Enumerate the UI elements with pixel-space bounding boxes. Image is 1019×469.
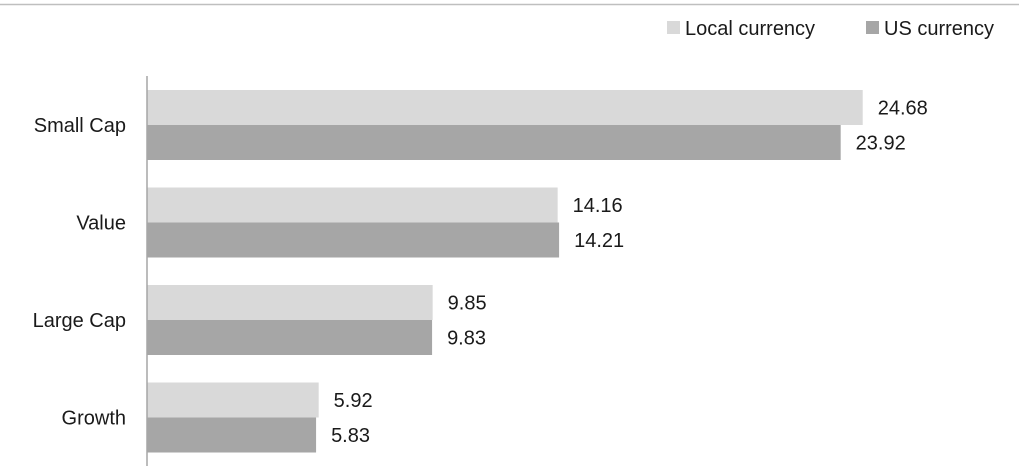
legend-label-local-currency: Local currency: [685, 18, 815, 40]
category-label-large-cap: Large Cap: [33, 310, 126, 332]
data-label-large-cap-us-currency: 9.83: [447, 328, 486, 350]
bar-small-cap-us-currency: [147, 125, 841, 160]
bar-large-cap-local-currency: [147, 285, 433, 320]
bar-small-cap-local-currency: [147, 90, 863, 125]
data-label-growth-us-currency: 5.83: [331, 425, 370, 447]
data-label-small-cap-us-currency: 23.92: [856, 133, 906, 155]
bar-growth-us-currency: [147, 417, 317, 453]
data-label-growth-local-currency: 5.92: [334, 390, 373, 412]
data-label-value-us-currency: 14.21: [574, 230, 624, 252]
category-label-growth: Growth: [62, 408, 126, 430]
legend-label-us-currency: US currency: [884, 18, 994, 40]
data-label-small-cap-local-currency: 24.68: [878, 98, 928, 120]
legend-swatch-us-currency: [866, 21, 879, 34]
data-label-large-cap-local-currency: 9.85: [448, 293, 487, 315]
bar-growth-local-currency: [147, 382, 319, 418]
category-label-small-cap: Small Cap: [34, 115, 126, 137]
legend-swatch-local-currency: [667, 21, 680, 34]
bar-value-local-currency: [147, 187, 558, 223]
category-label-value: Value: [76, 213, 126, 235]
data-label-value-local-currency: 14.16: [573, 195, 623, 217]
bar-large-cap-us-currency: [147, 320, 433, 355]
bar-value-us-currency: [147, 222, 560, 258]
